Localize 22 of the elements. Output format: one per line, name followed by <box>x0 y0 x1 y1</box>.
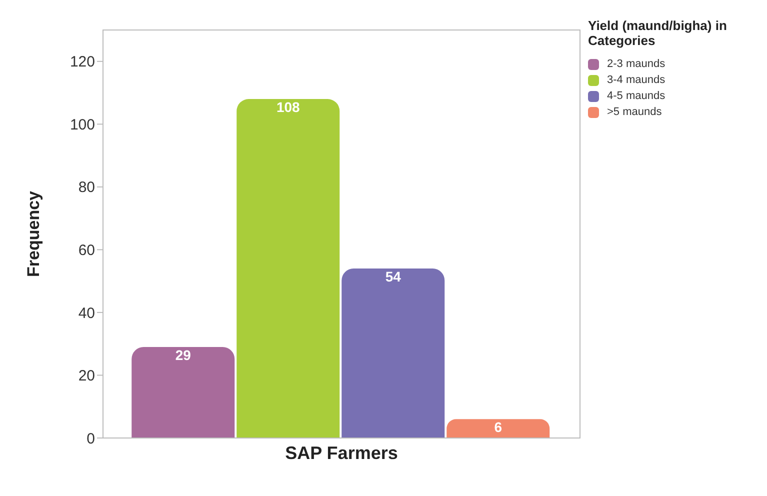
data-label: 29 <box>175 346 192 363</box>
bar <box>446 419 550 438</box>
y-tick-label: 80 <box>78 179 95 196</box>
x-tick-label: SAP Farmers <box>285 442 398 463</box>
data-label: 6 <box>494 419 502 436</box>
y-tick-label: 100 <box>70 116 95 134</box>
y-axis-title: Frequency <box>24 190 44 277</box>
legend-label: >5 maunds <box>607 106 662 118</box>
data-label: 108 <box>276 98 300 115</box>
bar <box>236 99 340 438</box>
legend-label: 3-4 maunds <box>607 74 666 86</box>
legend-label: 4-5 maunds <box>607 90 666 102</box>
y-tick-label: 120 <box>70 54 95 71</box>
legend-title: Yield (maund/bigha) in Categories <box>588 18 728 48</box>
y-tick-label: 40 <box>78 304 95 322</box>
legend-label: 2-3 maunds <box>607 58 666 70</box>
bar <box>132 346 235 438</box>
bar <box>342 268 445 438</box>
y-tick-label: 20 <box>78 368 95 385</box>
y-tick-label: 0 <box>86 430 95 448</box>
y-tick-label: 60 <box>78 242 95 260</box>
data-label: 54 <box>385 268 402 284</box>
